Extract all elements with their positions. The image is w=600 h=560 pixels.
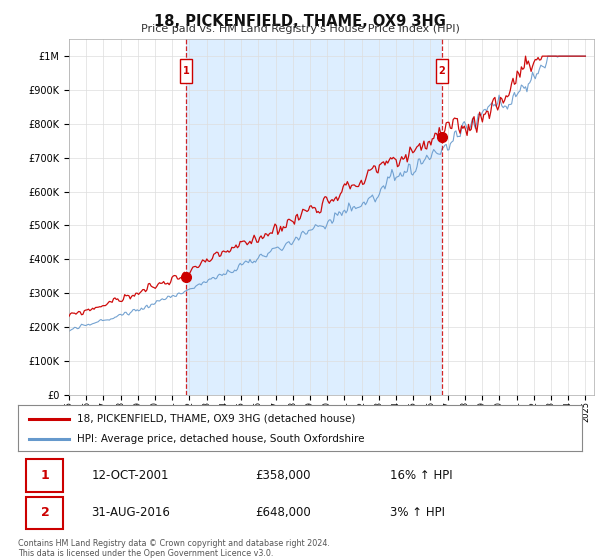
Text: 2: 2 bbox=[41, 506, 49, 520]
Text: 1: 1 bbox=[41, 469, 49, 482]
FancyBboxPatch shape bbox=[26, 459, 63, 492]
Text: HPI: Average price, detached house, South Oxfordshire: HPI: Average price, detached house, Sout… bbox=[77, 435, 365, 444]
Text: £648,000: £648,000 bbox=[255, 506, 311, 520]
FancyBboxPatch shape bbox=[436, 59, 448, 83]
Text: 2: 2 bbox=[439, 66, 445, 76]
Text: 18, PICKENFIELD, THAME, OX9 3HG (detached house): 18, PICKENFIELD, THAME, OX9 3HG (detache… bbox=[77, 414, 356, 424]
Text: Contains HM Land Registry data © Crown copyright and database right 2024.
This d: Contains HM Land Registry data © Crown c… bbox=[18, 539, 330, 558]
Text: 12-OCT-2001: 12-OCT-2001 bbox=[91, 469, 169, 482]
Text: 3% ↑ HPI: 3% ↑ HPI bbox=[390, 506, 445, 520]
Text: £358,000: £358,000 bbox=[255, 469, 310, 482]
Text: 31-AUG-2016: 31-AUG-2016 bbox=[91, 506, 170, 520]
FancyBboxPatch shape bbox=[26, 497, 63, 529]
Text: Price paid vs. HM Land Registry's House Price Index (HPI): Price paid vs. HM Land Registry's House … bbox=[140, 24, 460, 34]
Text: 18, PICKENFIELD, THAME, OX9 3HG: 18, PICKENFIELD, THAME, OX9 3HG bbox=[154, 14, 446, 29]
FancyBboxPatch shape bbox=[180, 59, 192, 83]
Bar bbox=[186, 39, 442, 395]
Text: 16% ↑ HPI: 16% ↑ HPI bbox=[390, 469, 453, 482]
Text: 1: 1 bbox=[182, 66, 190, 76]
